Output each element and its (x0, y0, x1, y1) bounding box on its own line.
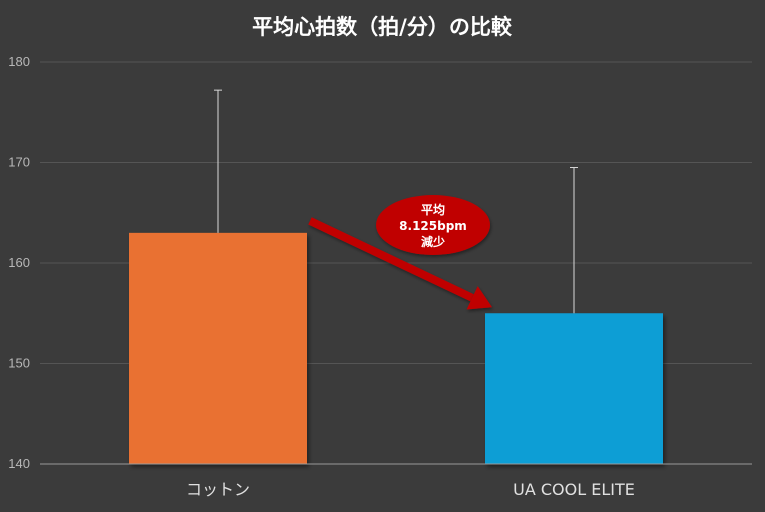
callout-text-line-1: 平均 (421, 202, 445, 217)
y-tick-label: 170 (8, 155, 30, 170)
bar-0 (129, 232, 307, 464)
callout-bubble (376, 195, 490, 255)
x-axis-category-labels: コットン UA COOL ELITE (186, 480, 635, 499)
bars (129, 232, 663, 464)
x-category-label: コットン (186, 480, 250, 499)
y-tick-label: 150 (8, 356, 30, 371)
decrease-arrow-head (466, 286, 492, 310)
chart-title: 平均心拍数（拍/分）の比較 (252, 15, 513, 39)
y-axis-tick-labels: 140 150 160 170 180 (8, 54, 30, 471)
error-bars (214, 89, 578, 314)
callout-text-line-3: 減少 (421, 234, 445, 249)
y-tick-label: 160 (8, 255, 30, 270)
difference-annotation: 平均 8.125bpm 減少 (308, 195, 492, 310)
decrease-arrow-shaft (308, 217, 474, 302)
y-tick-label: 180 (8, 54, 30, 69)
bar-1 (485, 313, 663, 464)
y-tick-label: 140 (8, 456, 30, 471)
x-category-label: UA COOL ELITE (513, 480, 635, 499)
callout-text-line-2: 8.125bpm (399, 219, 467, 233)
